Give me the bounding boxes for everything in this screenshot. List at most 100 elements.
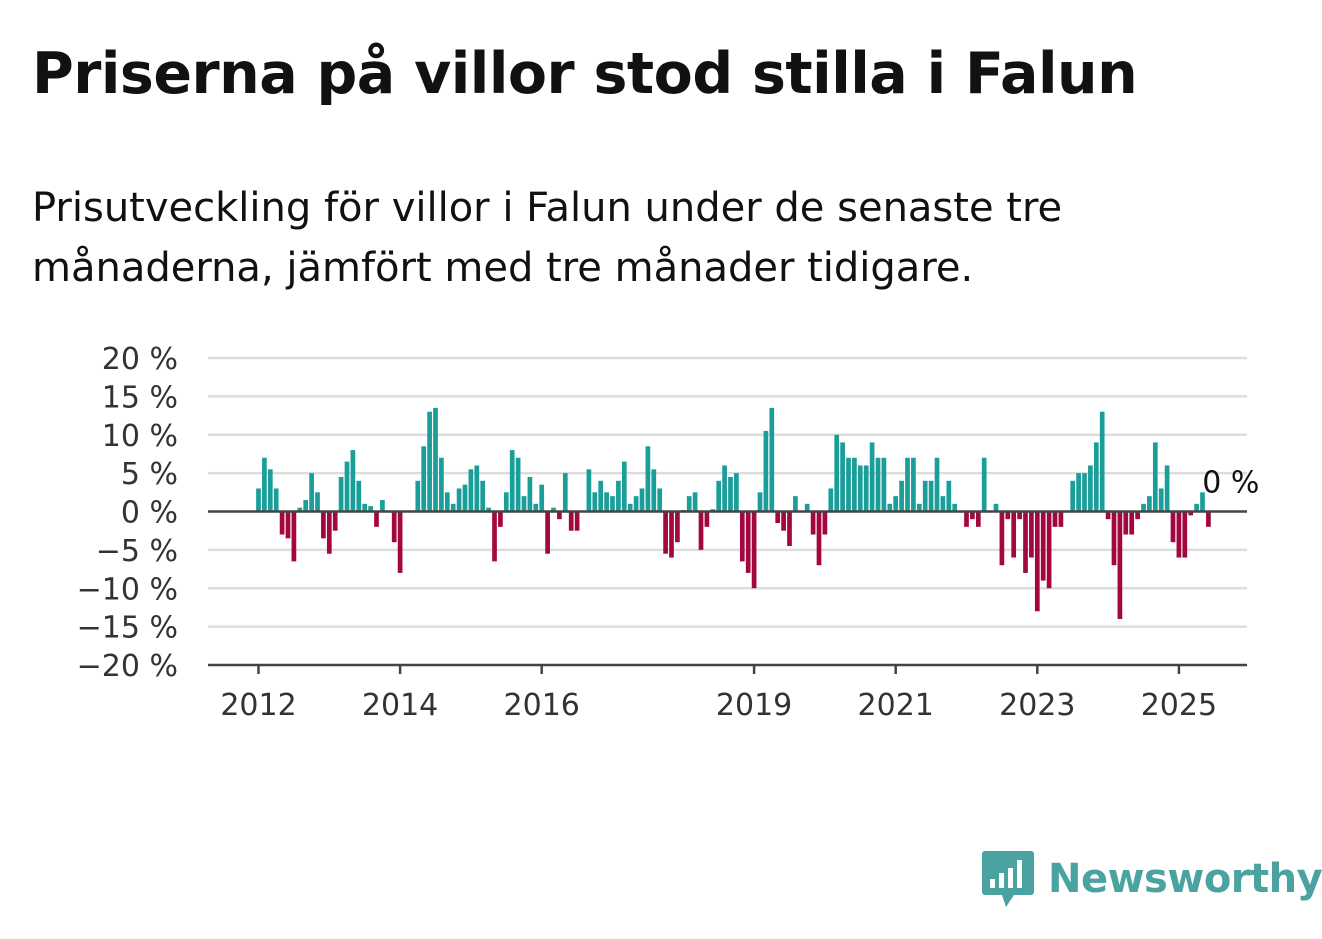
last-value-label: 0 %: [1202, 466, 1259, 501]
bar: [616, 480, 621, 512]
bar: [905, 457, 910, 512]
bar: [893, 496, 899, 512]
x-tick-label: 2016: [504, 688, 580, 723]
bar: [846, 457, 851, 512]
bar: [1017, 511, 1022, 520]
bar: [739, 511, 745, 562]
bar: [262, 457, 267, 512]
bar: [857, 465, 863, 512]
bar: [698, 511, 704, 550]
bar: [338, 476, 344, 512]
chart-subtitle: Prisutveckling för villor i Falun under …: [32, 185, 1063, 291]
bar: [775, 511, 781, 524]
bar: [332, 511, 338, 531]
bar: [592, 492, 598, 512]
bar: [1141, 503, 1146, 512]
y-tick-label: 20 %: [102, 342, 178, 377]
bar: [1170, 511, 1176, 543]
bar: [1129, 511, 1135, 535]
y-tick-label: 5 %: [121, 457, 178, 492]
bar: [1023, 511, 1028, 573]
bar: [999, 511, 1005, 566]
bar: [427, 411, 432, 512]
bar: [633, 496, 639, 512]
bar: [1088, 465, 1093, 512]
bar: [981, 457, 987, 512]
bar: [415, 480, 421, 512]
bar: [1135, 511, 1140, 520]
x-tick-label: 2014: [362, 688, 438, 723]
bar: [828, 488, 834, 512]
bar: [297, 507, 303, 512]
bar: [1194, 503, 1199, 512]
x-tick-label: 2023: [999, 688, 1075, 723]
bar: [940, 496, 946, 512]
bar: [934, 457, 940, 512]
bar: [1070, 480, 1076, 512]
bar: [639, 488, 645, 512]
bar: [1164, 465, 1170, 512]
bar: [928, 480, 934, 512]
bar: [444, 492, 450, 512]
bar: [669, 511, 674, 558]
bar: [787, 511, 792, 547]
bar: [645, 446, 651, 512]
bar: [1005, 511, 1011, 520]
bar: [492, 511, 497, 562]
bar: [899, 480, 904, 512]
bar: [462, 484, 468, 512]
bar: [993, 503, 999, 512]
bar: [627, 503, 633, 512]
x-tick-label: 2019: [716, 688, 792, 723]
bar: [911, 457, 916, 512]
bar: [521, 496, 527, 512]
bar: [1093, 442, 1099, 512]
newsworthy-logo[interactable]: Newsworthy: [980, 849, 1322, 909]
bar: [604, 492, 609, 512]
bar: [474, 465, 480, 512]
bar: [480, 480, 486, 512]
bar: [1034, 511, 1040, 612]
bar: [267, 469, 273, 512]
bar: [657, 488, 663, 512]
bar: [1188, 511, 1194, 516]
bar: [279, 511, 285, 535]
bar: [1076, 473, 1081, 512]
bar: [1158, 488, 1164, 512]
y-tick-label: 0 %: [121, 496, 178, 531]
bar: [692, 492, 698, 512]
bar: [887, 503, 893, 512]
bar: [1206, 511, 1211, 527]
y-tick-label: −5 %: [96, 534, 178, 569]
bar: [769, 407, 775, 512]
bar: [468, 469, 474, 512]
bar: [356, 480, 362, 512]
bar: [586, 469, 592, 512]
bar: [1182, 511, 1188, 558]
bar: [1029, 511, 1034, 558]
bar: [391, 511, 397, 543]
bar: [515, 457, 521, 512]
bar: [1099, 411, 1105, 512]
bar: [285, 511, 291, 539]
bar: [574, 511, 580, 531]
bar: [562, 473, 568, 512]
bar: [816, 511, 822, 566]
bar: [551, 507, 556, 512]
bar: [509, 450, 515, 512]
bar: [1111, 511, 1117, 566]
bar: [1176, 511, 1182, 558]
newsworthy-logo-icon: [982, 851, 1034, 907]
bar: [309, 473, 314, 512]
bar: [503, 492, 509, 512]
bar: [751, 511, 757, 589]
bar: [1011, 511, 1017, 558]
bar: [686, 496, 692, 512]
bar: [922, 480, 928, 512]
bar: [1082, 473, 1087, 512]
bar: [763, 430, 769, 512]
bar-chart: 20 %15 %10 %5 %0 %−5 %−10 %−15 %−20 %201…: [77, 342, 1260, 723]
bar: [362, 503, 368, 512]
bar: [610, 496, 615, 512]
bar: [315, 492, 320, 512]
